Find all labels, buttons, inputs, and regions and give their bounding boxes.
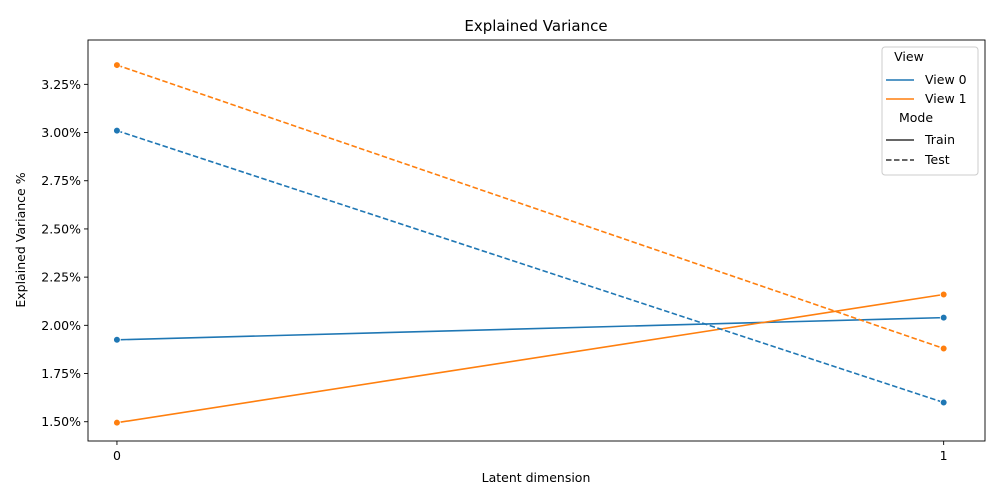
legend-title-mode: Mode <box>899 110 933 125</box>
y-tick-label: 1.75% <box>41 366 81 381</box>
y-tick-label: 2.25% <box>41 270 81 285</box>
series-line-view-0-test <box>116 129 944 404</box>
legend-box <box>881 46 979 176</box>
chart-title: Explained Variance <box>464 17 607 35</box>
x-tick-label: 1 <box>940 448 948 463</box>
data-point-view-0-train <box>939 313 948 322</box>
legend-label-view-1: View 1 <box>925 91 967 106</box>
x-tick-label: 0 <box>113 448 121 463</box>
series-line-view-1-test <box>116 64 944 350</box>
y-tick-label: 2.50% <box>41 221 81 236</box>
legend-title-view: View <box>894 49 924 64</box>
legend: View View 0 View 1 Mode Train Test <box>881 46 979 176</box>
y-tick-label: 3.25% <box>41 77 81 92</box>
data-point-view-1-test <box>113 61 121 69</box>
legend-label-view-0: View 0 <box>925 72 967 87</box>
data-point-view-1-train <box>939 290 948 299</box>
x-axis-label: Latent dimension <box>482 470 591 485</box>
legend-label-test: Test <box>924 152 950 167</box>
data-point-view-0-train <box>113 335 121 344</box>
y-tick-label: 2.00% <box>41 318 81 333</box>
plot-frame <box>87 39 986 442</box>
data-point-view-1-train <box>113 418 121 427</box>
y-tick-label: 2.75% <box>41 173 81 188</box>
series-line-view-0-train <box>116 316 944 341</box>
data-point-view-1-test <box>939 344 948 353</box>
y-tick-label: 3.00% <box>41 125 81 140</box>
y-tick-label: 1.50% <box>41 414 81 429</box>
plot-area <box>113 61 948 427</box>
legend-label-train: Train <box>924 132 955 147</box>
y-axis: 1.50% 1.75% 2.00% 2.25% 2.50% 2.75% 3.00% 3.25% <box>41 77 88 429</box>
data-point-view-0-test <box>113 126 121 135</box>
y-axis-label: Explained Variance % <box>13 172 28 307</box>
series-line-view-1-train <box>116 293 944 424</box>
data-point-view-0-test <box>939 398 948 407</box>
